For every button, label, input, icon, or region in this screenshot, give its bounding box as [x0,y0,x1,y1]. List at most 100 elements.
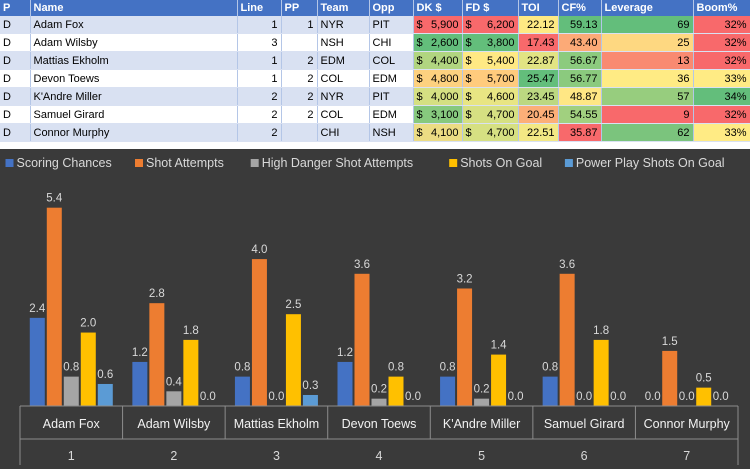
data-label: 1.5 [662,336,678,348]
bar [183,339,199,406]
currency-symbol: $ [416,108,423,121]
cell-value: 3,800 [486,36,515,49]
player-table: P Name Line PP Team Opp DK $ FD $ TOI CF% Leverage… [0,0,750,142]
table-row[interactable]: D Mattias Ekholm 1 2 EDM COL $4,400 $5,400 22.87… [0,51,750,70]
data-label: 0.0 [576,391,592,403]
legend-swatch [564,159,573,167]
data-label: 0.6 [97,369,113,381]
bar [457,288,473,406]
col-dk-header[interactable]: DK $ [413,0,463,16]
data-label: 0.2 [474,384,490,396]
currency-symbol: $ [465,90,472,103]
currency-symbol: $ [465,72,472,85]
col-boom-header[interactable]: Boom% [693,0,750,16]
cell-pp: 1 [281,16,318,34]
category-label: Adam Fox [43,417,101,431]
cell-value: 4,700 [486,126,515,139]
cell-toi: 22.51 [518,123,559,142]
cell-lev: 9 [601,105,694,124]
data-label: 1.2 [337,347,353,359]
col-cf-header[interactable]: CF% [558,0,602,16]
cell-line: 2 [237,123,282,142]
cell-opp: EDM [369,105,414,124]
cell-opp: PIT [369,87,414,106]
currency-symbol: $ [416,126,423,139]
data-label: 2.4 [29,303,46,315]
col-p-header[interactable]: P [0,0,31,16]
cell-name: Devon Toews [30,69,238,88]
category-label: Adam Wilsby [137,417,211,431]
bar [388,376,404,406]
cell-cf: 59.13 [558,16,602,34]
col-line-header[interactable]: Line [237,0,282,16]
legend-label: Power Play Shots On Goal [576,156,725,170]
category-number: 2 [170,449,177,463]
table-row[interactable]: D Devon Toews 1 2 COL EDM $4,800 $5,700 25.47 56.… [0,69,750,88]
cell-p: D [0,105,31,124]
cell-lev: 36 [601,69,694,88]
cell-dk: $4,400 [413,51,463,70]
category-label: Mattias Ekholm [234,417,319,431]
col-toi-header[interactable]: TOI [518,0,559,16]
cell-opp: COL [369,51,414,70]
col-name-header[interactable]: Name [30,0,238,16]
table-row[interactable]: D Connor Murphy 2 CHI NSH $4,100 $4,700 22.51 35… [0,123,750,142]
cell-fd: $4,700 [462,123,519,142]
bar [149,303,165,406]
bar [371,398,387,406]
bar [29,317,45,406]
cell-value: 5,900 [430,18,459,31]
bar-chart: Scoring Chances Shot Attempts High Danger … [0,149,750,469]
col-fd-header[interactable]: FD $ [462,0,519,16]
data-label: 0.3 [302,380,318,392]
cell-lev: 62 [601,123,694,142]
table-row[interactable]: D Adam Fox 1 1 NYR PIT $5,900 $6,200 22.12 59.13 6… [0,16,750,34]
currency-symbol: $ [416,36,423,49]
col-team-header[interactable]: Team [317,0,370,16]
category-number: 4 [376,449,383,463]
bar [440,376,456,406]
bar [662,350,678,406]
cell-p: D [0,69,31,88]
cell-team: CHI [317,123,370,142]
currency-symbol: $ [465,18,472,31]
cell-fd: $3,800 [462,33,519,52]
cell-fd: $4,700 [462,105,519,124]
table-row[interactable]: D K'Andre Miller 2 2 NYR PIT $4,000 $4,600 23.45… [0,87,750,106]
currency-symbol: $ [416,72,423,85]
col-leverage-header[interactable]: Leverage [601,0,694,16]
currency-symbol: $ [416,54,423,67]
cell-toi: 17.43 [518,33,559,52]
bar [97,383,113,406]
cell-name: Samuel Girard [30,105,238,124]
category-number: 1 [68,449,75,463]
cell-value: 4,000 [430,90,459,103]
cell-cf: 35.87 [558,123,602,142]
cell-value: 4,100 [430,126,459,139]
cell-p: D [0,87,31,106]
table-row[interactable]: D Samuel Girard 2 2 COL EDM $3,100 $4,700 20.45 5… [0,105,750,124]
cell-team: EDM [317,51,370,70]
category-label: Devon Toews [342,417,417,431]
data-label: 0.0 [200,391,216,403]
table-row[interactable]: D Adam Wilsby 3 NSH CHI $2,600 $3,800 17.43 43.4… [0,33,750,52]
cell-cf: 56.77 [558,69,602,88]
cell-boom: 33% [693,123,750,142]
bar [593,339,609,406]
col-opp-header[interactable]: Opp [369,0,414,16]
cell-line: 1 [237,69,282,88]
cell-fd: $4,600 [462,87,519,106]
data-label: 0.0 [679,391,695,403]
bar [337,361,353,406]
cell-lev: 13 [601,51,694,70]
cell-value: 4,700 [486,108,515,121]
data-label: 0.8 [440,362,456,374]
cell-value: 4,400 [430,54,459,67]
data-label: 0.4 [166,376,183,388]
currency-symbol: $ [465,54,472,67]
category-number: 3 [273,449,280,463]
col-pp-header[interactable]: PP [281,0,318,16]
cell-boom: 34% [693,87,750,106]
cell-fd: $5,700 [462,69,519,88]
cell-line: 1 [237,51,282,70]
